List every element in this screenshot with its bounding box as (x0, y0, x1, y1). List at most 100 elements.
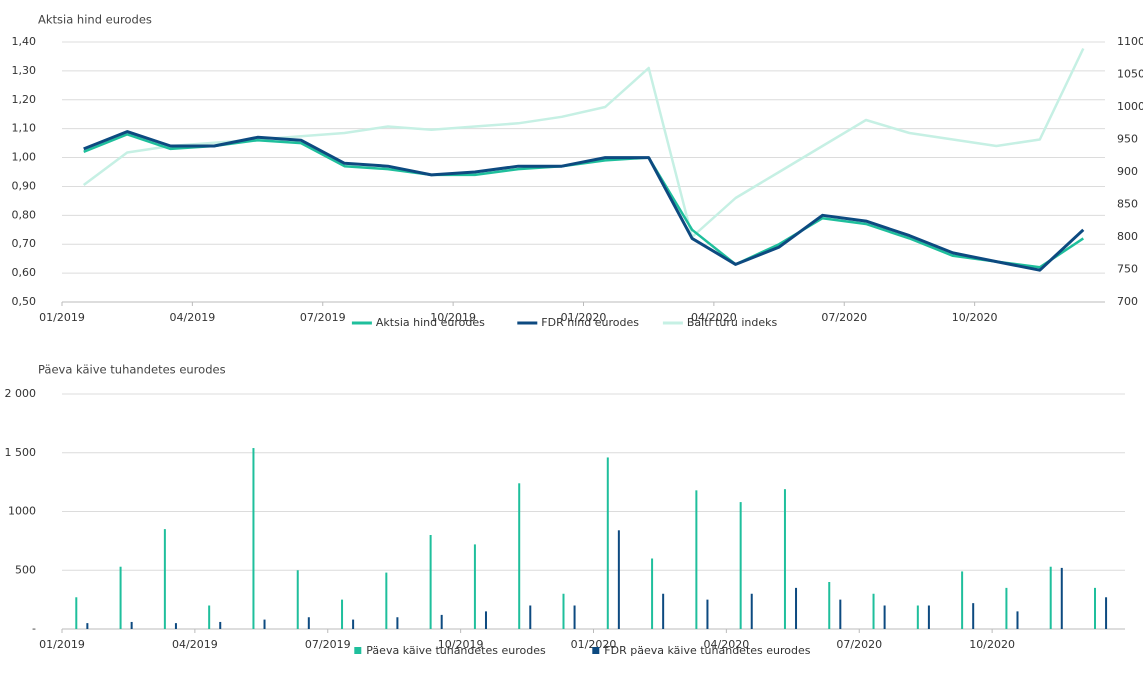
bar (795, 587, 798, 629)
y2-tick-label: 1000 (1117, 100, 1143, 113)
bar (750, 593, 753, 629)
x-tick-label: 04/2019 (172, 638, 218, 651)
y2-tick-label: 1050 (1117, 68, 1143, 81)
line-series (83, 133, 1084, 269)
x-tick-label: 01/2020 (571, 638, 617, 651)
y2-tick-label: 800 (1117, 230, 1138, 243)
bar (440, 614, 443, 629)
y-tick-label: 1000 (8, 505, 36, 518)
y2-tick-label: 900 (1117, 165, 1138, 178)
y-tick-label: - (32, 622, 36, 635)
bar (518, 483, 521, 629)
bar (927, 605, 930, 629)
bar (174, 623, 177, 629)
x-tick-label: 10/2019 (438, 638, 484, 651)
bar (828, 582, 831, 629)
x-tick-label: 10/2020 (969, 638, 1015, 651)
bar (651, 558, 654, 629)
y-tick-label: 0,70 (12, 237, 37, 250)
chart-title: Aktsia hind eurodes (38, 13, 152, 27)
bar (562, 593, 565, 629)
x-tick-label: 07/2020 (821, 311, 867, 324)
y2-tick-label: 700 (1117, 295, 1138, 308)
x-tick-label: 04/2020 (704, 638, 750, 651)
y-tick-label: 1,40 (12, 35, 37, 48)
legend-label: Päeva käive tuhandetes eurodes (366, 644, 546, 657)
legend-label: FDR päeva käive tuhandetes eurodes (604, 644, 810, 657)
x-tick-label: 07/2019 (300, 311, 346, 324)
y-tick-label: 1,00 (12, 151, 37, 164)
bar (872, 593, 875, 629)
legend-label: FDR hind eurodes (541, 316, 639, 329)
bar (883, 605, 886, 629)
x-tick-label: 10/2020 (952, 311, 998, 324)
y-tick-label: 1 500 (5, 446, 37, 459)
bar (341, 599, 344, 629)
bar (606, 457, 609, 629)
x-tick-label: 07/2020 (836, 638, 882, 651)
y-tick-label: 0,60 (12, 266, 37, 279)
bar (617, 530, 620, 629)
bar (1060, 567, 1063, 629)
bar (75, 597, 78, 629)
legend-swatch (592, 647, 600, 654)
bar (1105, 597, 1108, 629)
bar (739, 502, 742, 629)
bar (1016, 611, 1019, 629)
y-tick-label: 1,20 (12, 93, 37, 106)
x-tick-label: 01/2019 (39, 311, 85, 324)
y-tick-label: 0,50 (12, 295, 37, 308)
bar (972, 603, 975, 629)
legend-label: Balti turu indeks (687, 316, 778, 329)
y-tick-label: 500 (15, 563, 36, 576)
legend-label: Aktsia hind eurodes (376, 316, 485, 329)
bar (385, 572, 388, 629)
bar (916, 605, 919, 629)
x-tick-label: 04/2019 (170, 311, 216, 324)
line-series (83, 130, 1085, 272)
bar (208, 605, 211, 629)
bar (662, 593, 665, 629)
bar (961, 571, 964, 629)
bar (573, 605, 576, 629)
bar (119, 566, 122, 629)
bar (484, 611, 487, 629)
y2-tick-label: 1100 (1117, 35, 1143, 48)
x-tick-label: 07/2019 (305, 638, 351, 651)
y2-tick-label: 750 (1117, 263, 1138, 276)
x-tick-label: 04/2020 (691, 311, 737, 324)
bar (783, 489, 786, 629)
bar (163, 529, 166, 629)
bar (219, 621, 222, 629)
bar (1049, 566, 1052, 629)
x-tick-label: 10/2019 (430, 311, 476, 324)
bar (1005, 587, 1008, 629)
x-tick-label: 01/2019 (39, 638, 85, 651)
chart-title: Päeva käive tuhandetes eurodes (38, 363, 226, 377)
bar (252, 448, 255, 629)
bar (529, 605, 532, 629)
bar (695, 490, 698, 629)
bar (473, 544, 476, 629)
y-tick-label: 1,30 (12, 64, 37, 77)
bar (296, 570, 299, 629)
bar (429, 535, 432, 629)
y-tick-label: 2 000 (5, 387, 37, 400)
y-tick-label: 1,10 (12, 122, 37, 135)
bar (706, 599, 709, 629)
y2-tick-label: 850 (1117, 198, 1138, 211)
bar (86, 623, 89, 629)
y-tick-label: 0,90 (12, 179, 37, 192)
legend-swatch (354, 647, 362, 654)
bar (307, 617, 310, 629)
x-tick-label: 01/2020 (561, 311, 607, 324)
bar (1093, 587, 1096, 629)
bar (839, 599, 842, 629)
bar (263, 619, 266, 629)
bar (396, 617, 399, 629)
y2-tick-label: 950 (1117, 133, 1138, 146)
bar (352, 619, 355, 629)
y-tick-label: 0,80 (12, 208, 37, 221)
bar (130, 621, 133, 629)
